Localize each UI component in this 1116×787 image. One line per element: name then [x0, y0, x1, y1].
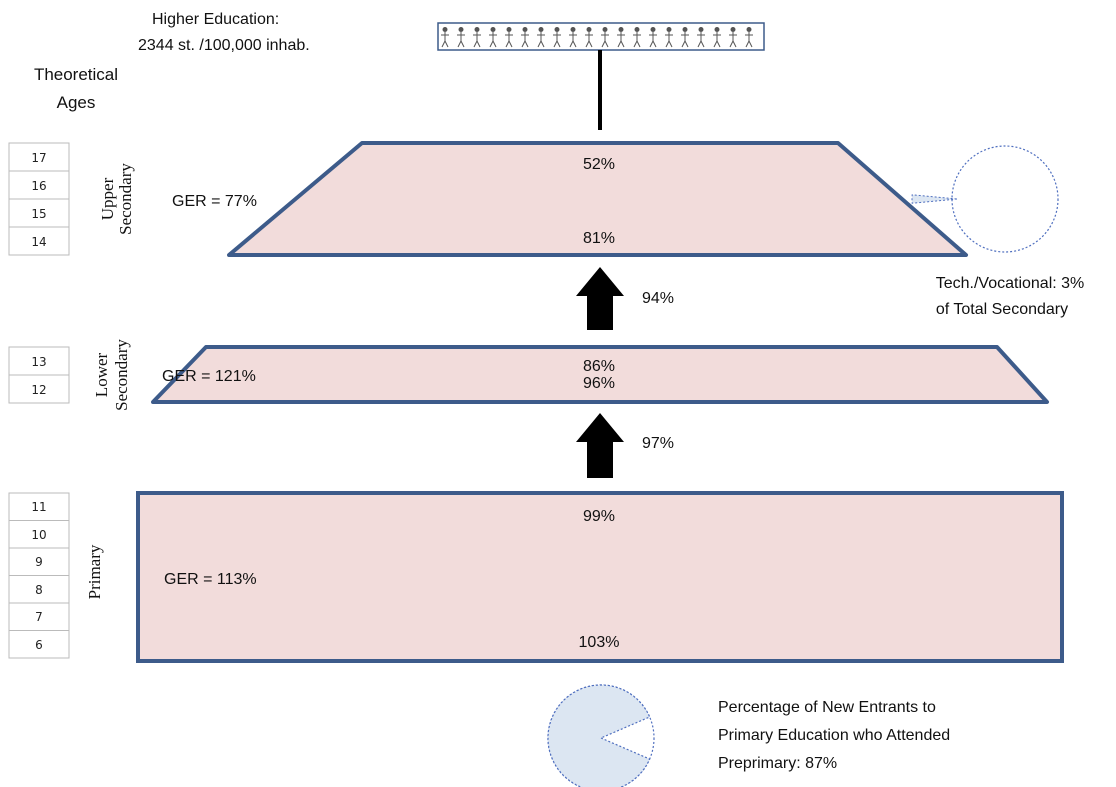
- age-cell: 10: [31, 528, 46, 542]
- age-cell: 17: [31, 151, 46, 165]
- age-cell: 7: [35, 610, 43, 624]
- primary-label: Primary: [85, 544, 104, 599]
- age-cell: 13: [31, 355, 46, 369]
- tech-vocational-label-line2: of Total Secondary: [936, 301, 1068, 318]
- preprimary-label-line2: Primary Education who Attended: [718, 727, 950, 744]
- age-cell: 8: [35, 583, 43, 597]
- tech-vocational-slice: [912, 195, 957, 203]
- age-cell: 12: [31, 383, 46, 397]
- upper-secondary-ages: 17 16 15 14: [9, 143, 69, 255]
- preprimary-label: Percentage of New Entrants to: [718, 699, 936, 716]
- primary-ages: 11 10 9 8 7 6: [9, 493, 69, 658]
- higher-education-rate: 2344 st. /100,000 inhab.: [138, 37, 310, 54]
- age-cell: 11: [31, 500, 46, 514]
- lower-secondary-label: Lower: [92, 352, 111, 397]
- primary-bottom-rate: 103%: [579, 634, 620, 651]
- lower-secondary-ages: 13 12: [9, 347, 69, 403]
- primary-ger: GER = 113%: [164, 571, 257, 588]
- primary-top-rate: 99%: [583, 508, 615, 525]
- transition-arrow-upper: [576, 267, 624, 330]
- upper-secondary-ger: GER = 77%: [172, 193, 257, 210]
- lower-secondary-top-rate: 86%: [583, 358, 615, 375]
- higher-education-people-box: [438, 23, 764, 50]
- ages-header-line2: Ages: [57, 93, 96, 112]
- transition-arrow-lower: [576, 413, 624, 478]
- transition-rate-lower: 97%: [642, 435, 674, 452]
- ages-header: Theoretical: [34, 65, 118, 84]
- higher-education-title: Higher Education:: [152, 11, 279, 28]
- age-cell: 14: [31, 235, 46, 249]
- age-cell: 6: [35, 638, 43, 652]
- lower-secondary-bottom-rate: 96%: [583, 375, 615, 392]
- lower-secondary-ger: GER = 121%: [162, 368, 256, 385]
- preprimary-pie: [548, 685, 654, 787]
- upper-secondary-label-line2: Secondary: [116, 163, 135, 235]
- transition-rate-upper: 94%: [642, 290, 674, 307]
- age-cell: 9: [35, 555, 43, 569]
- lower-secondary-label-line2: Secondary: [112, 339, 131, 411]
- upper-secondary-bottom-rate: 81%: [583, 230, 615, 247]
- tech-vocational-label: Tech./Vocational: 3%: [936, 275, 1085, 292]
- upper-secondary-label: Upper: [98, 177, 117, 220]
- age-cell: 16: [31, 179, 46, 193]
- age-cell: 15: [31, 207, 46, 221]
- preprimary-label-line3: Preprimary: 87%: [718, 755, 837, 772]
- upper-secondary-top-rate: 52%: [583, 156, 615, 173]
